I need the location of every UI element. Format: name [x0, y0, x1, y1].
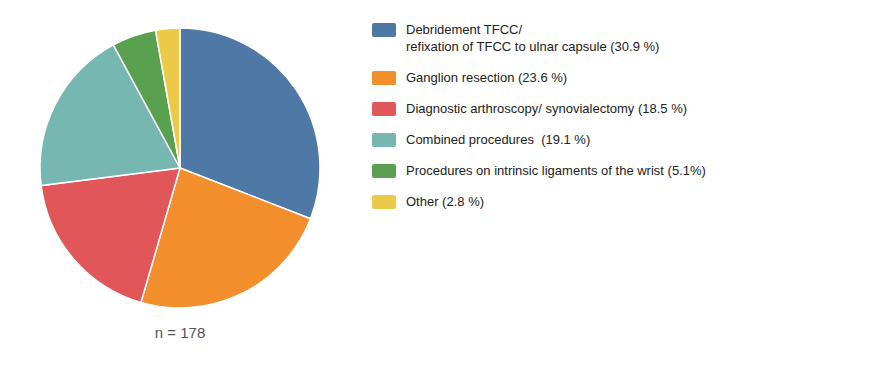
legend: Debridement TFCC/refixation of TFCC to u… — [372, 22, 706, 209]
legend-label: Other (2.8 %) — [406, 194, 484, 209]
legend-label: Ganglion resection (23.6 %) — [406, 70, 567, 85]
legend-label: Diagnostic arthroscopy/ synovialectomy (… — [406, 101, 687, 116]
background — [0, 0, 880, 368]
annotation: n = 178 — [155, 324, 205, 341]
legend-label: Combined procedures (19.1 %) — [406, 132, 590, 147]
pie — [40, 28, 320, 308]
legend-swatch — [372, 71, 396, 85]
pie-slice — [155, 28, 180, 168]
pie-slice — [41, 168, 180, 302]
legend-swatch — [372, 164, 396, 178]
legend-label: Debridement TFCC/refixation of TFCC to u… — [406, 22, 659, 54]
legend-swatch — [372, 102, 396, 116]
legend-swatch — [372, 23, 396, 37]
legend-swatch — [372, 195, 396, 209]
legend-label: Procedures on intrinsic ligaments of the… — [406, 163, 706, 178]
chart: n = 178 Debridement TFCC/refixation of TF… — [0, 0, 880, 368]
chart-container: n = 178 Debridement TFCC/refixation of TF… — [0, 0, 880, 368]
legend-swatch — [372, 133, 396, 147]
